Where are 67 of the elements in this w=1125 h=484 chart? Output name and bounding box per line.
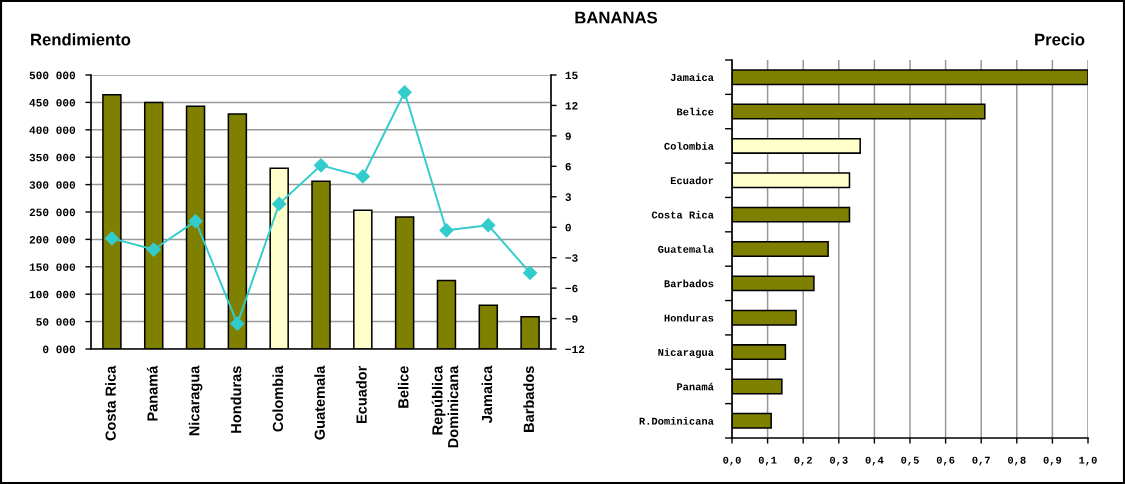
x-tick-label: 0,5 [901, 456, 919, 466]
x-tick-label: Colombia [272, 365, 284, 432]
y-tick-label: Ecuador [670, 176, 714, 185]
x-tick-label: Barbados [523, 366, 535, 432]
y2-tick-label: 9 [565, 132, 571, 141]
y-tick-label: R.Dominicana [639, 417, 714, 425]
chart-subtitle: Rendimiento [31, 33, 131, 46]
x-tick-label: Honduras [230, 366, 242, 433]
text: BANANAS [575, 11, 658, 24]
x-tick-label: 0,8 [1008, 456, 1026, 466]
y-tick-label: Honduras [664, 313, 714, 322]
y-tick-label: Costa Rica [651, 210, 714, 219]
x-tick-label: República Dominicana [431, 365, 459, 448]
y-tick-label: 150 000 [29, 263, 76, 271]
y2-tick-label: 6 [565, 162, 571, 171]
x-tick-label: Panamá [146, 365, 158, 421]
x-tick-label: Ecuador [356, 365, 367, 424]
y2-tick-label: 12 [565, 102, 578, 110]
y-tick-label: 400 000 [29, 126, 76, 134]
y2-tick-label: 0 [565, 223, 571, 232]
point [146, 242, 161, 257]
x-tick-label: 0,0 [723, 456, 741, 466]
y-tick-label: Barbados [664, 279, 714, 288]
point [230, 316, 245, 331]
point [397, 85, 412, 100]
x-tick-label: 0,9 [1043, 456, 1062, 466]
x-tick-label: 0,7 [972, 456, 990, 466]
point [104, 231, 119, 246]
y-tick-label: Colombia [664, 142, 714, 150]
y2-tick-label: 3 [565, 193, 571, 201]
y-tick-label: 50 000 [36, 318, 76, 326]
y-tick-label: 200 000 [29, 235, 76, 244]
point [272, 196, 287, 211]
point [313, 158, 329, 173]
y2-tick-label: −6 [565, 284, 578, 293]
point [439, 223, 454, 238]
x-tick-label: 0,4 [865, 456, 884, 466]
y2-tick-label: −9 [565, 315, 578, 323]
y-tick-label: 250 000 [29, 208, 76, 217]
point [523, 265, 538, 280]
y-tick-label: 0 000 [43, 345, 76, 354]
x-tick-label: 0,1 [758, 456, 777, 466]
x-tick-label: 0,3 [830, 456, 848, 466]
y-tick-label: Jamaica [670, 73, 714, 82]
y-tick-label: Panamá [677, 382, 714, 391]
x-tick-label: 0,2 [794, 456, 812, 466]
y-tick-label: Nicaragua [658, 348, 714, 359]
x-tick-label: Guatemala [314, 365, 325, 440]
x-tick-label: Nicaragua [188, 365, 203, 436]
y-tick-label: 450 000 [29, 98, 76, 107]
y-tick-label: Guatemala [658, 245, 714, 253]
x-tick-label: 1,0 [1079, 456, 1097, 466]
y2-tick-label: −12 [565, 345, 585, 354]
y2-tick-label: −3 [565, 254, 578, 262]
point [481, 218, 496, 233]
y-tick-label: 350 000 [29, 153, 76, 162]
x-tick-label: Belice [397, 366, 409, 408]
y2-tick-label: 15 [565, 71, 578, 80]
y-tick-label: Belice [677, 107, 714, 116]
point [188, 214, 203, 229]
x-tick-label: Jamaica [481, 365, 493, 424]
y-tick-label: 500 000 [29, 71, 76, 80]
chart-title: Precio [1035, 33, 1085, 46]
point [355, 169, 370, 184]
y-tick-label: 100 000 [29, 290, 76, 299]
x-tick-label: 0,6 [936, 456, 955, 466]
y-tick-label: 300 000 [29, 181, 76, 189]
